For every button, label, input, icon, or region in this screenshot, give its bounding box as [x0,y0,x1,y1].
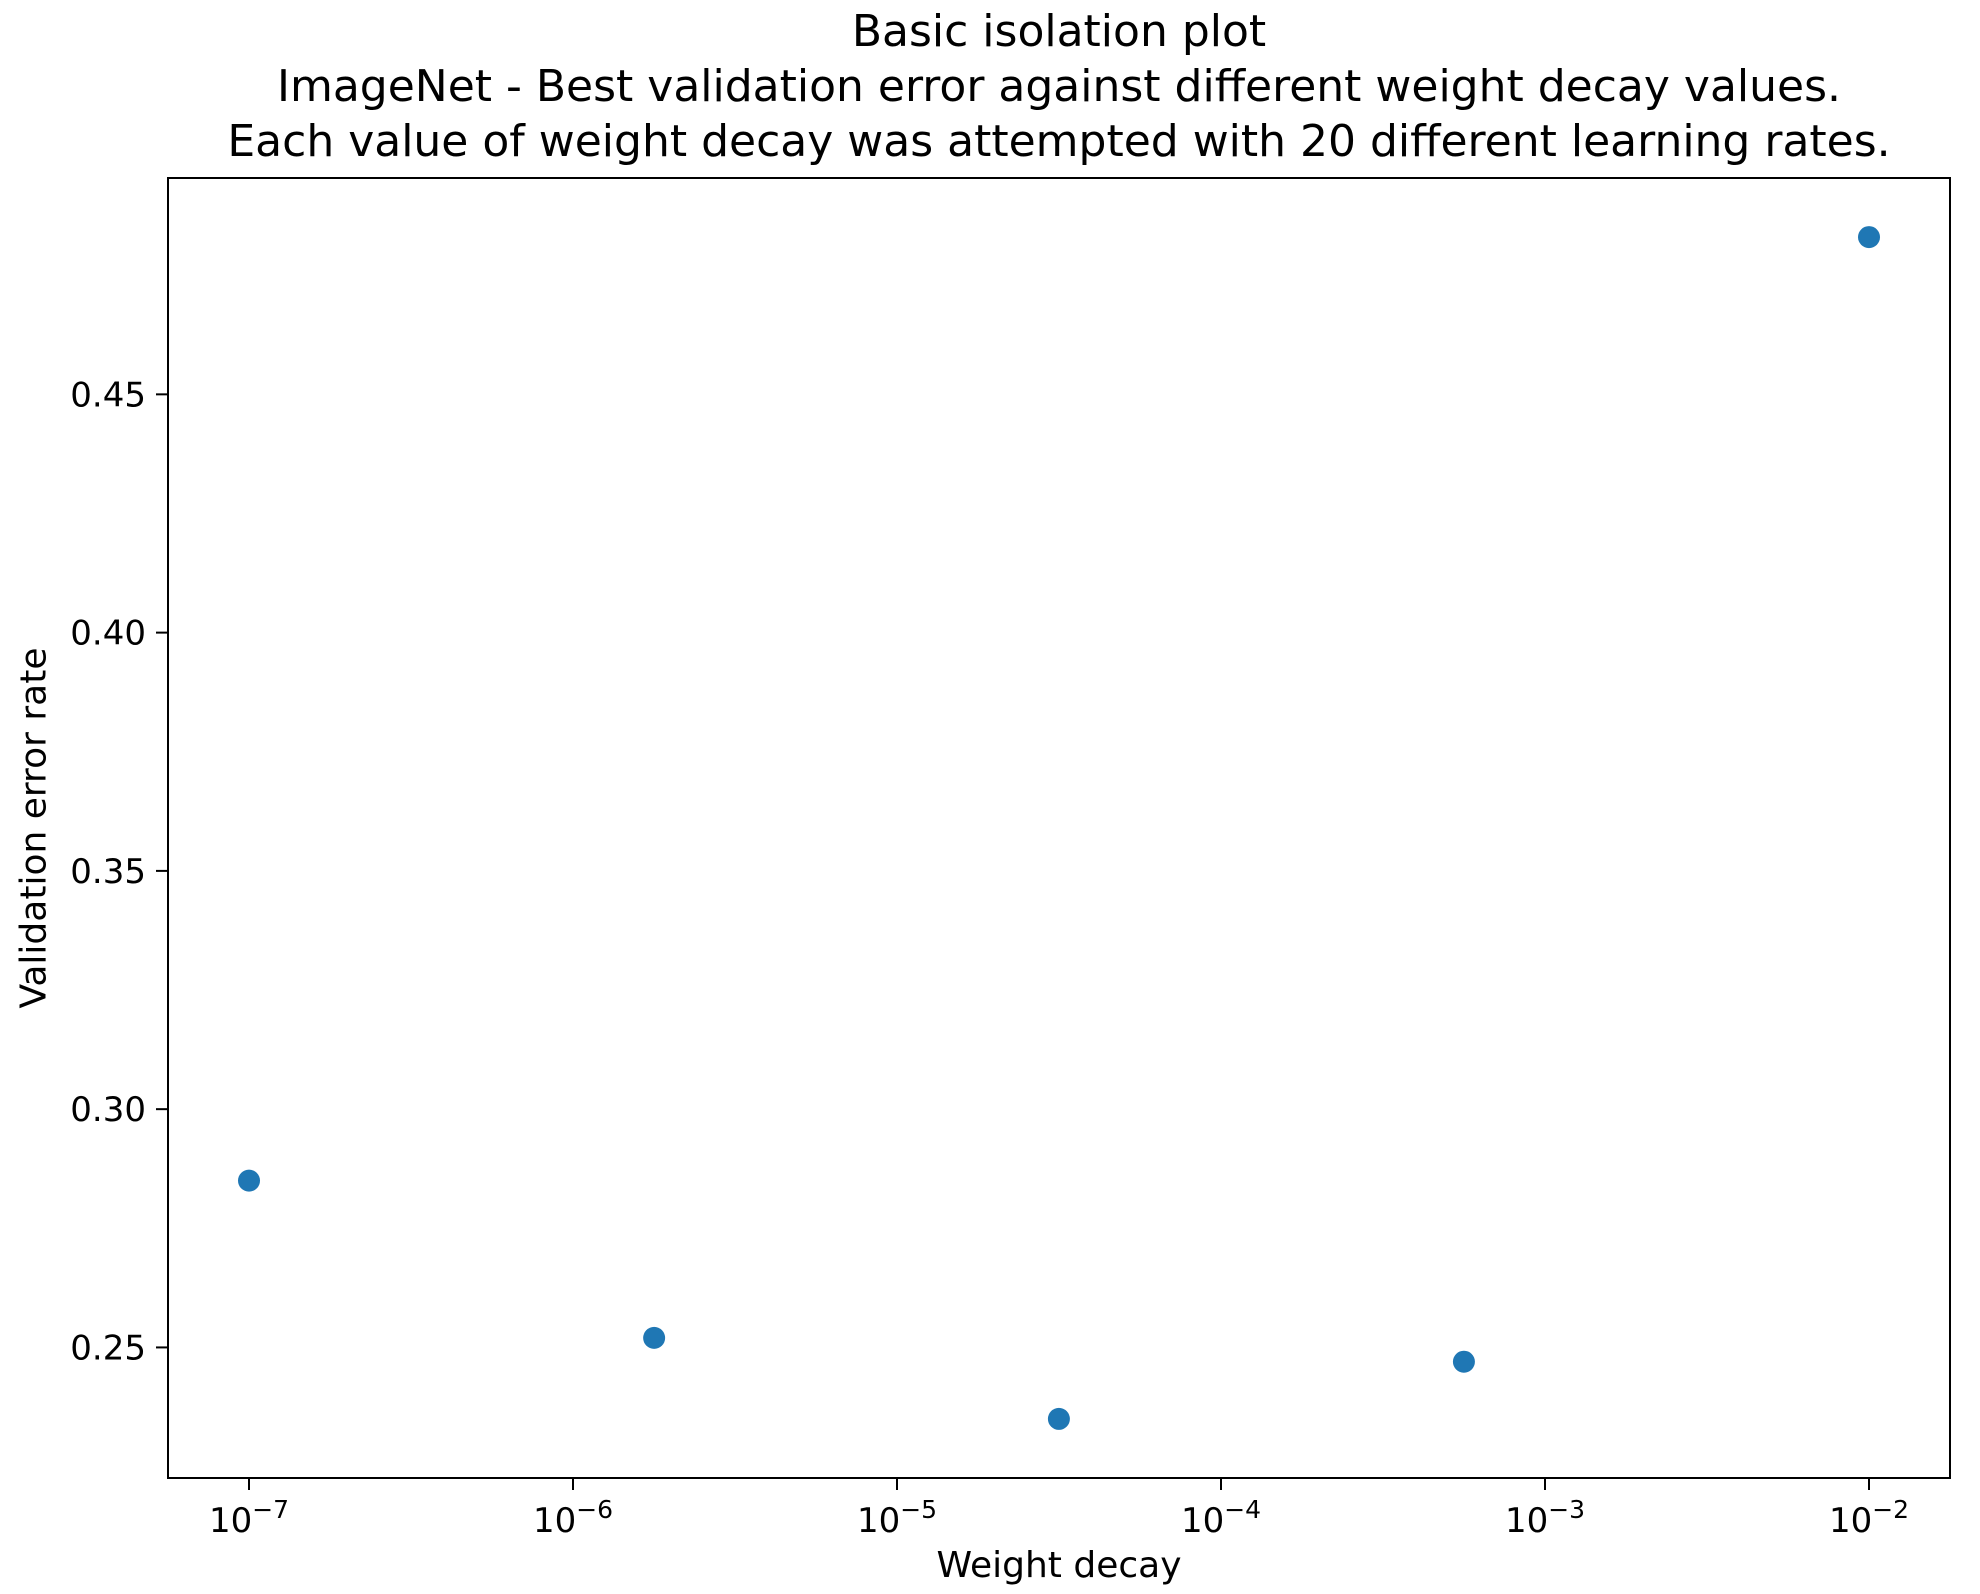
chart-title-line-3: Each value of weight decay was attempted… [227,116,1891,167]
y-tick-label: 0.35 [70,852,146,892]
chart-title-line-1: Basic isolation plot [851,6,1267,57]
x-axis-label: Weight decay [936,1545,1182,1586]
y-tick-label: 0.25 [70,1328,146,1368]
y-tick-label: 0.45 [70,375,146,415]
chart-title: Basic isolation plot ImageNet - Best val… [227,4,1890,169]
data-point [238,1169,260,1192]
y-tick-label: 0.40 [70,614,146,654]
y-tick-label: 0.30 [70,1090,146,1130]
x-tick-label: 10−4 [1181,1495,1261,1541]
data-point [643,1326,666,1349]
x-tick-label: 10−5 [857,1495,937,1541]
x-tick-label: 10−2 [1829,1495,1909,1541]
x-tick-label: 10−7 [209,1495,289,1541]
chart-title-line-2: ImageNet - Best validation error against… [276,61,1842,112]
x-tick-label: 10−6 [533,1495,613,1541]
data-point [1452,1350,1475,1373]
plot-area-border [167,177,1951,1479]
y-axis-label: Validation error rate [13,647,55,1009]
data-point [1047,1407,1070,1430]
data-point [1858,226,1880,249]
x-tick-label: 10−3 [1505,1495,1585,1541]
